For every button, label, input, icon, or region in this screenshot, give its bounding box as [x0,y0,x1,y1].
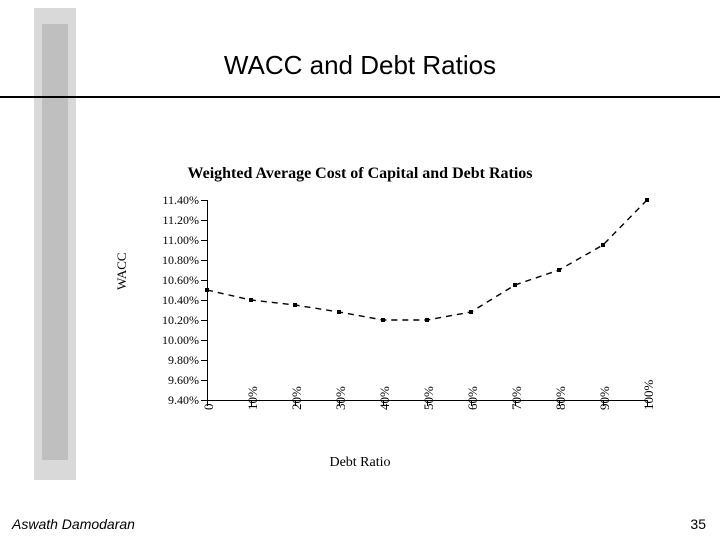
accent-bar-inner [42,24,68,460]
y-tick-mark [201,280,207,281]
x-tick-label: 0 [201,404,217,411]
x-tick-label: 80% [553,386,569,410]
y-tick-label: 10.20% [162,313,199,328]
y-tick-mark [201,240,207,241]
x-tick-label: 10% [245,386,261,410]
x-tick-label: 100% [641,380,657,410]
x-tick: 10% [251,400,252,406]
x-tick-label: 60% [465,386,481,410]
y-axis [207,200,208,400]
chart: 9.40%9.60%9.80%10.00%10.20%10.40%10.60%1… [145,200,675,460]
y-tick-label: 11.40% [162,193,199,208]
y-tick: 10.20% [147,320,207,321]
x-tick-label: 70% [509,386,525,410]
y-tick: 11.00% [147,240,207,241]
series-line [207,200,647,320]
line-series [207,200,647,400]
author-name: Aswath Damodaran [12,516,135,532]
data-marker [645,198,649,202]
x-tick: 60% [471,400,472,406]
y-tick: 11.20% [147,220,207,221]
x-tick: 40% [383,400,384,406]
page-title: WACC and Debt Ratios [0,50,720,81]
x-tick: 0 [207,400,208,406]
y-tick-label: 10.40% [162,293,199,308]
x-tick-label: 30% [333,386,349,410]
y-tick-label: 10.60% [162,273,199,288]
x-tick: 80% [559,400,560,406]
x-tick: 50% [427,400,428,406]
y-tick-label: 9.80% [168,353,199,368]
y-tick: 9.60% [147,380,207,381]
slide: WACC and Debt Ratios Weighted Average Co… [0,0,720,540]
data-marker [425,318,429,322]
x-tick: 30% [339,400,340,406]
data-marker [557,268,561,272]
y-tick-mark [201,220,207,221]
y-tick: 9.80% [147,360,207,361]
x-tick-label: 90% [597,386,613,410]
plot-area: 9.40%9.60%9.80%10.00%10.20%10.40%10.60%1… [207,200,647,400]
y-tick-label: 10.00% [162,333,199,348]
data-marker [249,298,253,302]
data-marker [513,283,517,287]
y-axis-label: WACC [114,252,130,290]
y-tick-label: 9.60% [168,373,199,388]
x-tick: 20% [295,400,296,406]
data-marker [601,243,605,247]
y-tick: 10.80% [147,260,207,261]
data-marker [337,310,341,314]
y-tick-label: 10.80% [162,253,199,268]
y-tick-mark [201,300,207,301]
y-tick: 10.00% [147,340,207,341]
y-tick-mark [201,380,207,381]
data-marker [293,303,297,307]
x-tick-label: 20% [289,386,305,410]
y-tick: 9.40% [147,400,207,401]
y-tick: 10.60% [147,280,207,281]
y-tick: 11.40% [147,200,207,201]
y-tick-mark [201,360,207,361]
y-tick-mark [201,340,207,341]
data-marker [469,310,473,314]
x-tick: 70% [515,400,516,406]
x-tick-label: 50% [421,386,437,410]
y-tick: 10.40% [147,300,207,301]
y-tick-label: 11.20% [162,213,199,228]
y-tick-label: 9.40% [168,393,199,408]
page-number: 35 [690,516,706,532]
x-axis-label: Debt Ratio [0,455,720,471]
y-tick-label: 11.00% [162,233,199,248]
data-marker [381,318,385,322]
y-tick-mark [201,260,207,261]
y-tick-mark [201,320,207,321]
x-tick: 100% [647,400,648,406]
x-tick: 90% [603,400,604,406]
x-tick-label: 40% [377,386,393,410]
title-underline [0,96,720,98]
y-tick-mark [201,200,207,201]
chart-subtitle: Weighted Average Cost of Capital and Deb… [0,165,720,183]
